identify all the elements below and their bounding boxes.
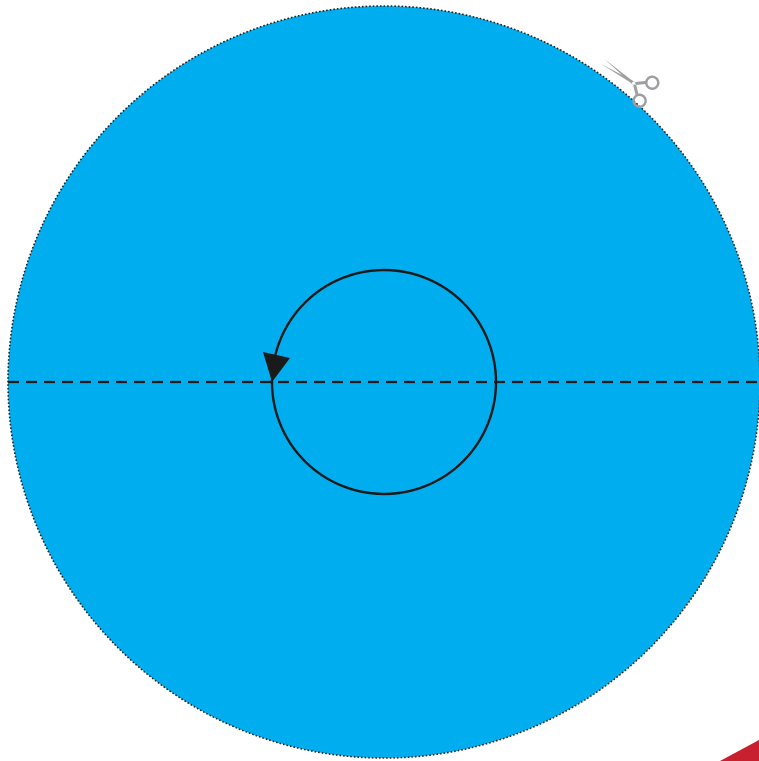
scissors-icon: [600, 58, 660, 108]
cutout-disc: [7, 5, 759, 759]
corner-tab: [720, 740, 759, 761]
rotation-arrow-icon: [263, 352, 290, 382]
